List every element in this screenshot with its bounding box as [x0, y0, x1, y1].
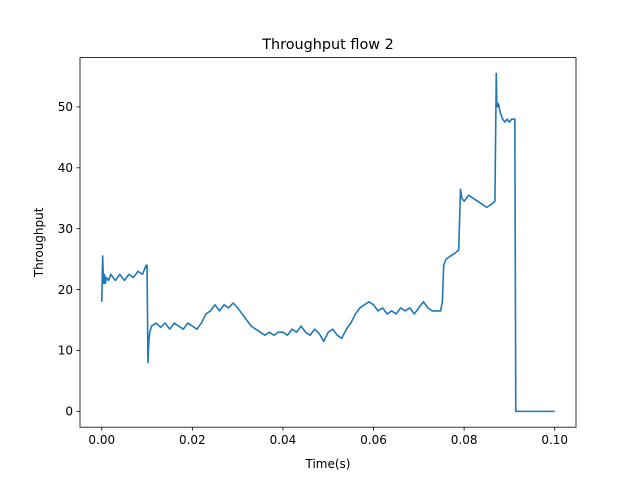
- y-axis-label: Throughput: [32, 207, 46, 278]
- chart-title: Throughput flow 2: [261, 37, 394, 53]
- plot-frame: [79, 57, 577, 428]
- x-tick-label: 0.04: [270, 433, 297, 447]
- x-tick-label: 0.06: [360, 433, 387, 447]
- y-tick-label: 40: [58, 161, 73, 175]
- x-axis-label: Time(s): [305, 457, 351, 471]
- y-axis-ticks: 0 10 20 30 40 50: [58, 100, 80, 419]
- y-tick-label: 0: [65, 405, 73, 419]
- series-line-1: [100, 72, 555, 413]
- y-tick-label: 30: [58, 222, 73, 236]
- y-tick-label: 10: [58, 344, 73, 358]
- y-tick-label: 20: [58, 283, 73, 297]
- x-tick-label: 0.02: [179, 433, 206, 447]
- series-layer: [100, 72, 555, 413]
- plot-area: [80, 57, 576, 428]
- y-tick-label: 50: [58, 100, 73, 114]
- x-tick-label: 0.00: [88, 433, 115, 447]
- x-tick-label: 0.08: [451, 433, 478, 447]
- x-tick-label: 0.10: [541, 433, 568, 447]
- x-axis-ticks: 0.00 0.02 0.04 0.06 0.08 0.10: [88, 427, 568, 447]
